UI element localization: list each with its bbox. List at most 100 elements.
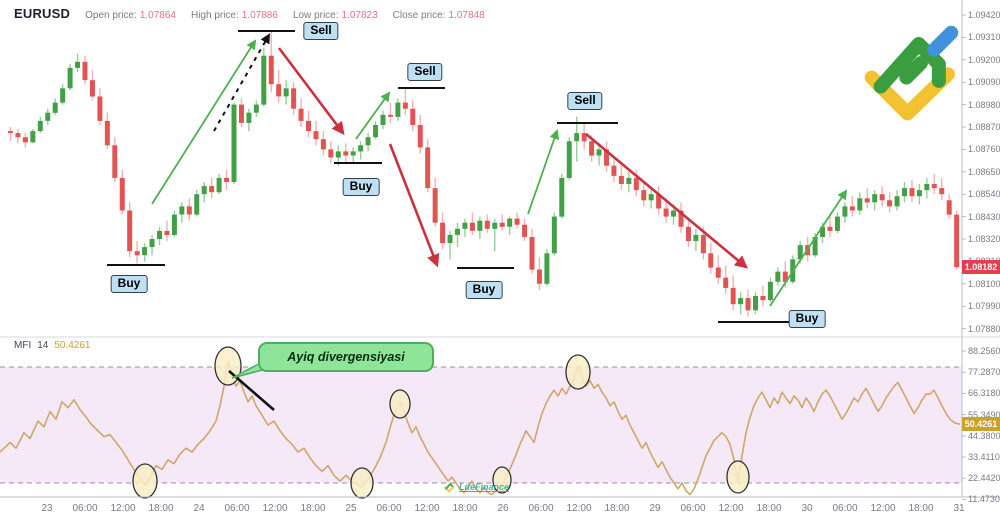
time-axis-label: 26 — [497, 503, 509, 514]
candlestick-series — [8, 31, 960, 317]
candle — [902, 182, 907, 203]
watermark-text: LiteFinance — [459, 482, 510, 492]
candle — [529, 228, 535, 274]
ohlc-field-label: Low price: — [292, 10, 339, 21]
candle — [119, 169, 125, 215]
candle — [827, 216, 833, 237]
signal-label-buy: Buy — [342, 178, 380, 196]
ohlc-fields: Open price: 1.07864 High price: 1.07886 Low … — [70, 5, 485, 23]
price-axis-label: 1.07880 — [968, 323, 1000, 334]
candle — [171, 210, 177, 237]
candle — [693, 228, 699, 252]
signal-label-sell: Sell — [407, 63, 443, 81]
candle — [522, 218, 528, 241]
time-axis-label: 24 — [193, 503, 205, 514]
time-axis-label: 12:00 — [566, 503, 592, 514]
ohlc-field-label: Open price: — [85, 10, 137, 21]
mfi-indicator-line — [0, 360, 961, 496]
price-axis-label: 1.08650 — [968, 166, 1000, 177]
candle — [663, 198, 669, 223]
time-axis-label: 18:00 — [300, 503, 326, 514]
candle — [179, 202, 185, 223]
candle — [157, 226, 162, 246]
time-scale[interactable]: 23 06:00 12:00 18:00 24 06:00 12:00 18:00 25 06:0… — [0, 497, 1000, 520]
ohlc-field: Low price: 1.07823 — [293, 10, 378, 21]
mfi-current-value: 50.4261 — [54, 340, 91, 351]
candle — [626, 171, 632, 193]
price-scale[interactable]: 1.09420 1.09310 1.09200 1.09090 1.08980 1.088… — [962, 0, 1000, 504]
candle — [544, 249, 550, 286]
price-axis-label: 1.07990 — [968, 301, 1000, 312]
candle — [484, 214, 490, 233]
symbol-title: EURUSD — [14, 6, 71, 21]
candle — [857, 192, 863, 215]
axes-lines — [0, 0, 1000, 500]
candle — [469, 212, 475, 235]
candle — [8, 127, 13, 142]
ohlc-field-label: High price: — [190, 10, 239, 21]
signal-label-buy: Buy — [465, 281, 503, 299]
candle — [261, 47, 267, 107]
candle — [209, 177, 215, 199]
price-axis-label: 1.09200 — [968, 54, 1000, 65]
candle — [142, 243, 148, 262]
candle — [939, 177, 945, 201]
candle — [477, 216, 483, 239]
candle — [462, 218, 468, 237]
candle — [328, 141, 334, 164]
candle — [596, 143, 602, 166]
candle — [30, 129, 36, 144]
candle — [224, 169, 230, 191]
ohlc-field: High price: 1.07886 — [191, 10, 278, 21]
candle — [52, 98, 58, 115]
ohlc-field: Open price: 1.07864 — [85, 10, 176, 21]
logo-blue-segment — [927, 25, 959, 57]
candle — [887, 192, 893, 213]
candle — [112, 137, 118, 182]
ohlc-field-label: Close price: — [392, 10, 446, 21]
trend-arrow-green — [151, 39, 257, 205]
candle — [37, 116, 43, 134]
time-axis-label: 06:00 — [680, 503, 706, 514]
mfi-axis-label: 44.3800 — [968, 430, 1000, 441]
candle — [402, 88, 408, 115]
mfi-axis-label: 33.4110 — [968, 452, 1000, 463]
mfi-name: MFI — [14, 340, 32, 351]
time-axis-label: 12:00 — [262, 503, 288, 514]
trend-arrow-red — [585, 133, 748, 269]
signal-label-sell: Sell — [567, 92, 603, 110]
mfi-period: 14 — [37, 340, 49, 351]
time-axis-label: 12:00 — [110, 503, 136, 514]
candle — [343, 143, 349, 162]
mfi-ellipse-highlight — [726, 460, 750, 494]
time-axis-label: 06:00 — [224, 503, 250, 514]
time-axis-label: 18:00 — [604, 503, 630, 514]
last-price-badge: 1.08182 — [962, 260, 1000, 275]
candle — [641, 182, 647, 207]
candle — [916, 184, 922, 205]
time-axis-label: 06:00 — [528, 503, 554, 514]
candle — [618, 165, 624, 191]
trend-arrow-red — [388, 143, 440, 268]
candle — [104, 112, 110, 150]
mfi-axis-label: 55.3490 — [968, 409, 1000, 420]
candle — [75, 53, 81, 72]
price-axis-label: 1.09420 — [968, 10, 1000, 20]
candle — [164, 220, 170, 241]
price-axis-label: 1.09310 — [968, 32, 1000, 43]
candle — [291, 82, 297, 115]
trend-arrow-green — [769, 189, 848, 307]
candle — [872, 190, 878, 211]
candle — [551, 212, 557, 256]
trend-arrow-red — [277, 47, 345, 136]
candle — [238, 98, 244, 127]
candle — [134, 241, 140, 264]
mfi-ellipse-highlight — [565, 354, 591, 390]
candle — [954, 210, 960, 270]
candle — [432, 177, 438, 227]
candle — [685, 218, 691, 248]
candle — [455, 222, 460, 248]
signal-label-buy: Buy — [110, 275, 148, 293]
